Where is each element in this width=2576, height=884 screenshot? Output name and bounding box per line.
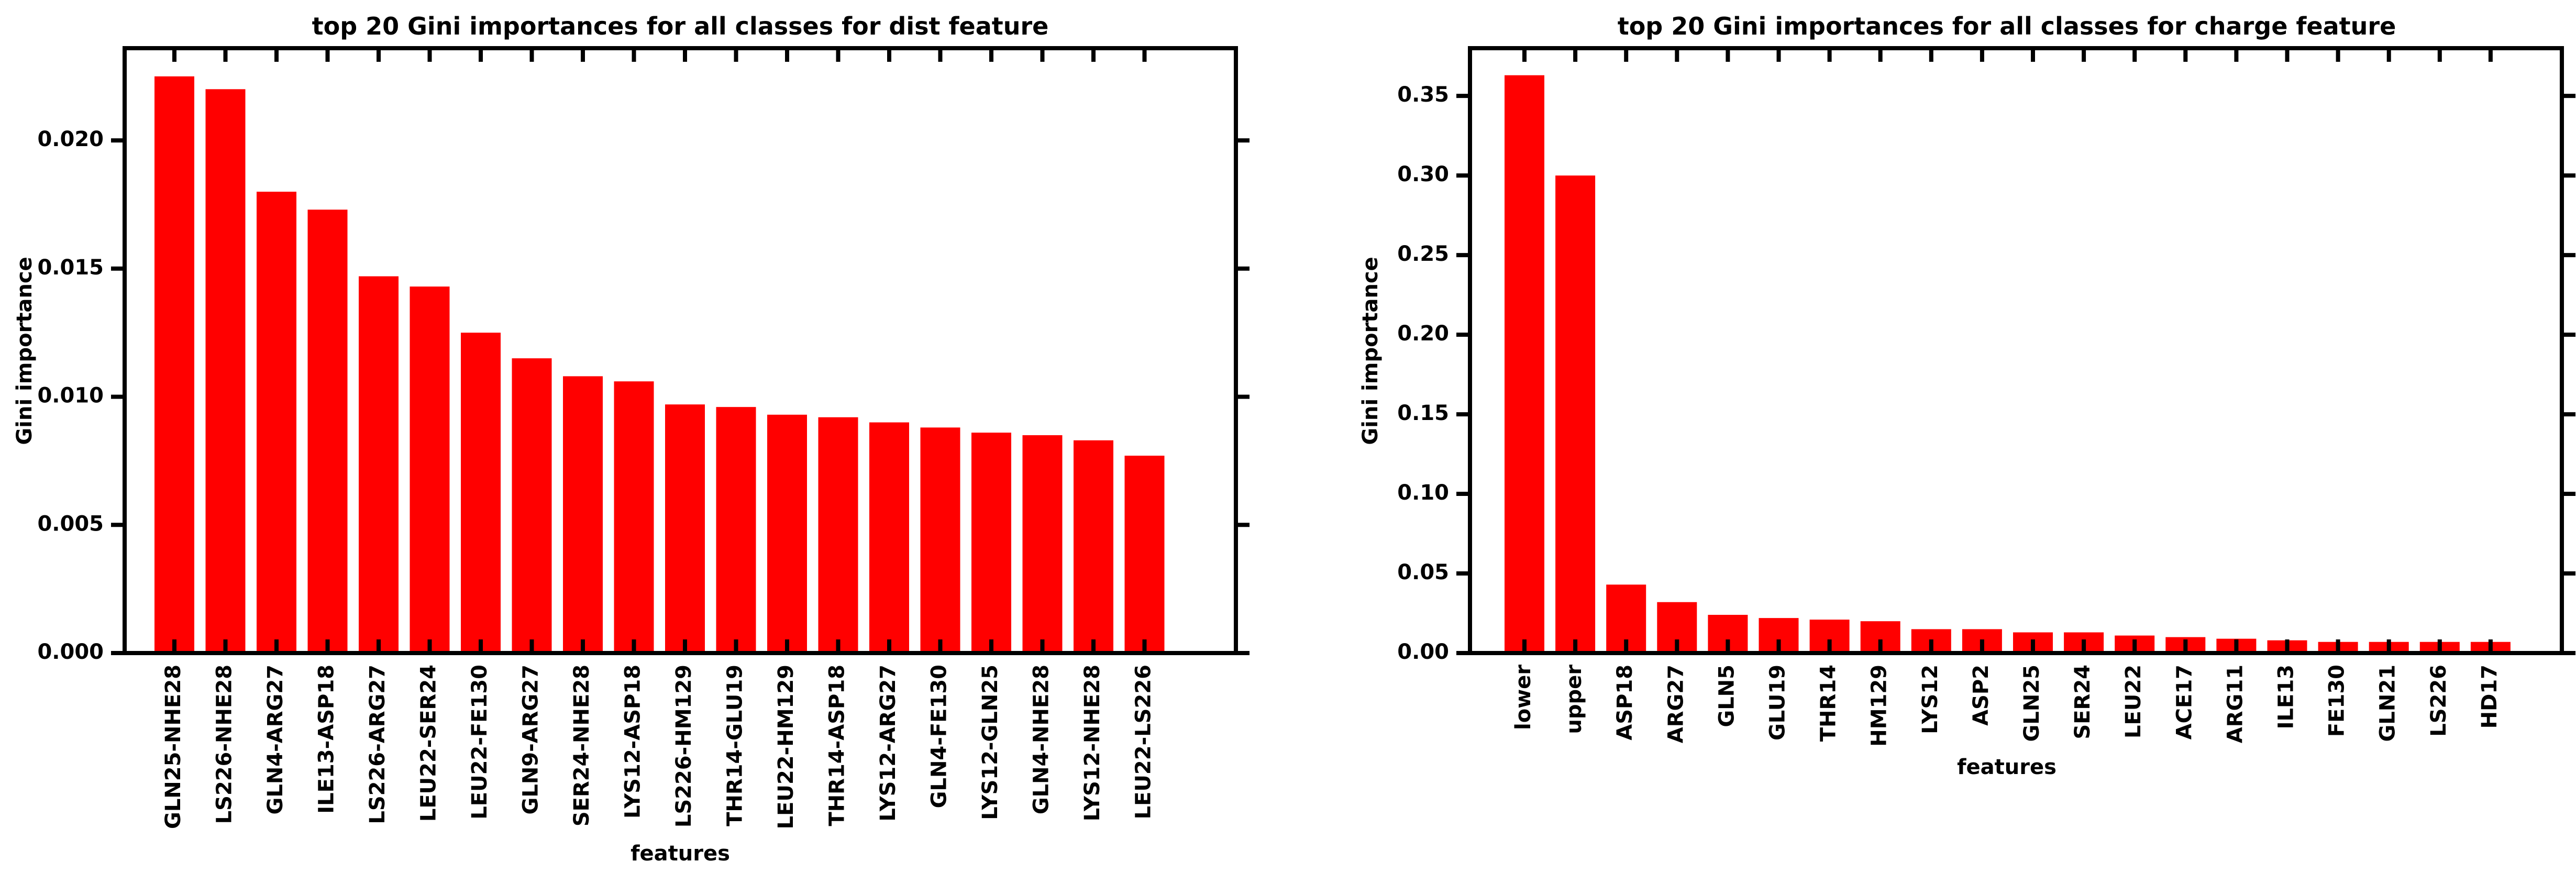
y-tick-label: 0.00 [1397, 640, 1449, 664]
bar [665, 404, 705, 653]
x-tick-label: FE130 [2325, 665, 2349, 737]
x-tick-label: LS226 [2427, 665, 2451, 737]
bar [920, 427, 960, 653]
bar [512, 358, 552, 653]
x-tick-label: ASP18 [1613, 665, 1637, 741]
x-tick-label: LEU22-FE130 [468, 665, 492, 820]
plot-frame [1468, 46, 2564, 655]
x-tick-label: THR14-GLU19 [723, 665, 747, 826]
chart-title: top 20 Gini importances for all classes … [312, 12, 1049, 40]
x-tick-label: LS226-ARG27 [366, 665, 390, 824]
x-tick-label: ACE17 [2172, 665, 2196, 739]
x-tick-label: SER24-NHE28 [570, 665, 594, 826]
bar-group [1505, 75, 2511, 654]
x-tick-label: GLN21 [2376, 665, 2400, 742]
x-tick-label: GLN4-ARG27 [263, 665, 288, 814]
x-tick-label: ASP2 [1969, 665, 1993, 726]
y-tick-label: 0.30 [1397, 162, 1449, 186]
x-tick-label: SER24 [2071, 665, 2095, 739]
bar [563, 376, 603, 653]
y-tick-label: 0.015 [37, 256, 104, 280]
plot-frame [123, 46, 1238, 655]
x-tick-label: GLN25-NHE28 [161, 665, 185, 829]
bar [307, 209, 348, 653]
charge-chart: top 20 Gini importances for all classes … [1358, 12, 2575, 779]
x-tick-label: LYS12-ASP18 [621, 665, 645, 819]
x-tick-label: GLN25 [2020, 665, 2044, 742]
chart-title: top 20 Gini importances for all classes … [1618, 12, 2396, 40]
bar [614, 381, 654, 653]
x-tick-label: LEU22 [2121, 665, 2146, 738]
bar [154, 76, 194, 654]
bar [205, 89, 246, 654]
x-tick-label: THR14 [1817, 665, 1841, 742]
bar [869, 422, 909, 653]
bar [1022, 435, 1063, 653]
y-tick-label: 0.25 [1397, 242, 1449, 266]
x-tick-label: ARG27 [1664, 665, 1688, 743]
x-tick-label: GLN4-FE130 [927, 665, 952, 808]
x-tick-label: LYS12-NHE28 [1080, 665, 1104, 821]
x-tick-label: LS226-NHE28 [213, 665, 237, 824]
x-tick-label: ARG11 [2223, 665, 2247, 743]
x-axis-label: features [1957, 755, 2057, 779]
y-tick-label: 0.05 [1397, 560, 1449, 584]
x-axis-ticks: lower upper ASP18 ARG27 GLN5 GLU19 THR14 HM129 L… [1511, 48, 2502, 747]
x-tick-label: LS226-HM129 [672, 665, 696, 827]
x-tick-label: HM129 [1867, 665, 1892, 747]
y-axis-ticks: 0.00 0.05 0.10 0.15 0.20 0.25 0.30 0.35 [1397, 83, 2575, 664]
x-tick-label: LEU22-SER24 [417, 665, 441, 822]
y-tick-label: 0.35 [1397, 83, 1449, 107]
y-tick-label: 0.000 [37, 640, 104, 664]
y-axis-label: Gini importance [1358, 257, 1383, 445]
x-tick-label: LYS12-ARG27 [876, 665, 900, 822]
y-axis-ticks: 0.000 0.005 0.010 0.015 0.020 [37, 127, 1250, 664]
x-tick-label: ILE13-ASP18 [315, 665, 339, 814]
x-tick-label: GLN9-ARG27 [519, 665, 543, 814]
dist-chart: top 20 Gini importances for all classes … [13, 12, 1250, 866]
x-tick-label: LYS12 [1918, 665, 1942, 734]
bar [359, 276, 399, 653]
y-tick-label: 0.10 [1397, 481, 1449, 505]
y-tick-label: 0.15 [1397, 401, 1449, 425]
x-tick-label: GLU19 [1766, 665, 1790, 741]
x-axis-ticks: GLN25-NHE28 LS226-NHE28 GLN4-ARG27 ILE13-AS… [161, 48, 1156, 829]
bar [410, 286, 450, 653]
x-tick-label: GLN5 [1715, 665, 1739, 727]
bar [818, 417, 858, 653]
x-tick-label: lower [1511, 665, 1535, 730]
y-tick-label: 0.20 [1397, 322, 1449, 346]
bar [1555, 175, 1596, 653]
x-axis-label: features [631, 842, 730, 866]
bar [1505, 75, 1544, 654]
x-tick-label: ILE13 [2274, 665, 2298, 729]
x-tick-label: LEU22-LS226 [1132, 665, 1156, 819]
bar [971, 433, 1011, 653]
y-tick-label: 0.010 [37, 384, 104, 408]
x-tick-label: upper [1562, 665, 1586, 734]
x-tick-label: LEU22-HM129 [774, 665, 798, 829]
bar [461, 333, 501, 653]
bar-group [154, 76, 1165, 654]
x-tick-label: HD17 [2478, 665, 2502, 728]
y-tick-label: 0.020 [37, 127, 104, 151]
bar [716, 407, 756, 653]
x-tick-label: GLN4-NHE28 [1030, 665, 1054, 814]
bar [1074, 440, 1113, 653]
x-tick-label: LYS12-GLN25 [978, 665, 1002, 820]
y-axis-label: Gini importance [13, 257, 37, 445]
bar [1124, 456, 1165, 653]
bar [257, 192, 296, 653]
bar [767, 414, 807, 653]
y-tick-label: 0.005 [37, 512, 104, 536]
x-tick-label: THR14-ASP18 [825, 665, 849, 826]
